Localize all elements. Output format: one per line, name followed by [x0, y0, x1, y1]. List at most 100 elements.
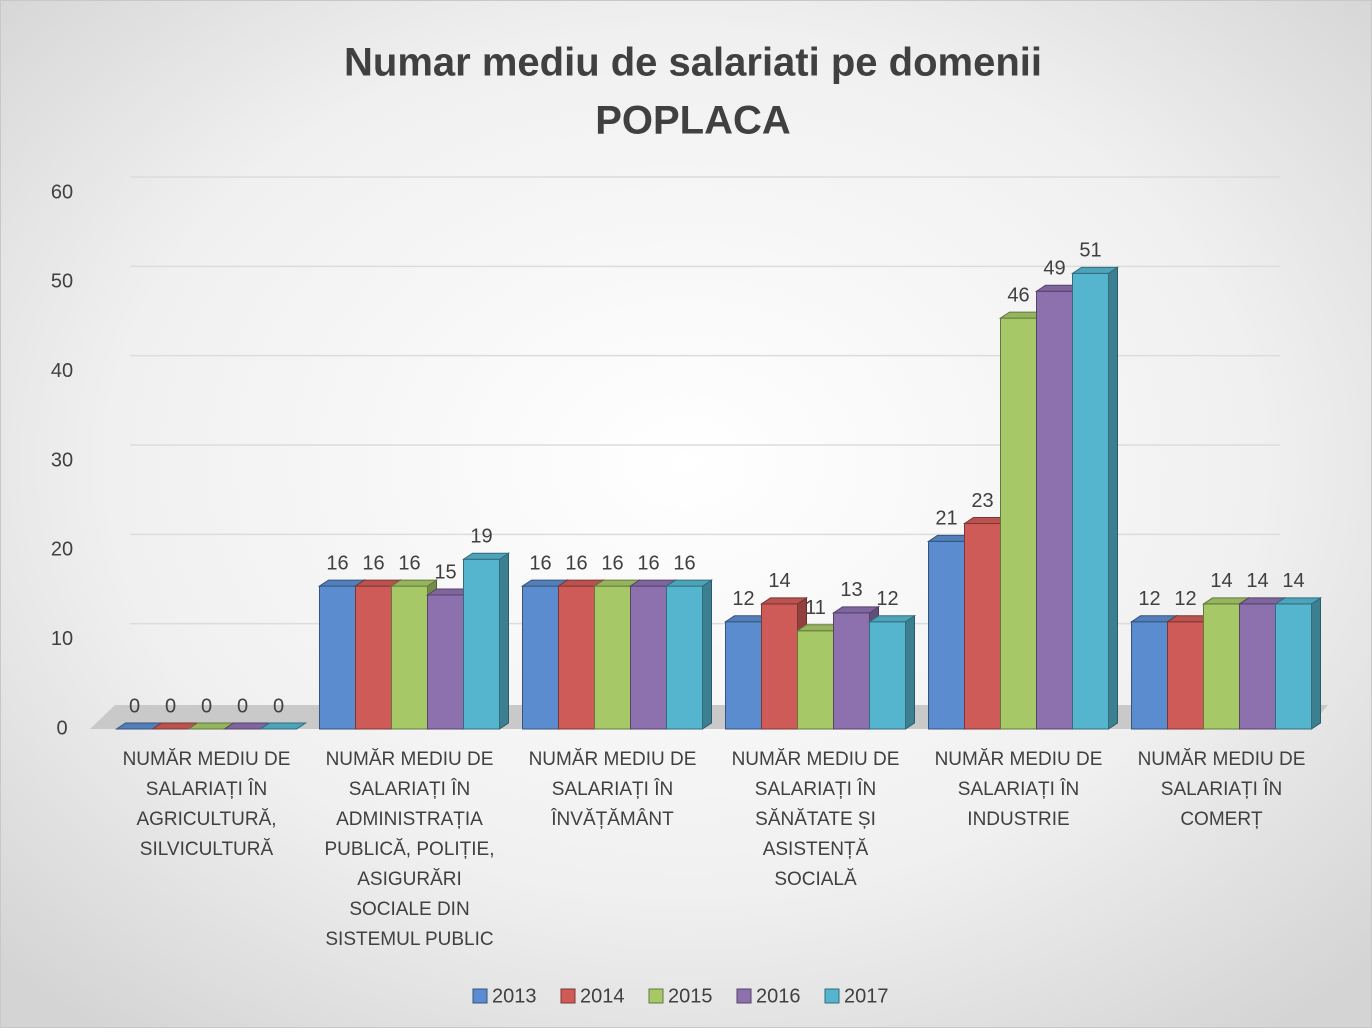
data-label: 23 — [971, 490, 993, 512]
y-tick-label: 40 — [51, 360, 73, 382]
bar-front — [1275, 603, 1312, 730]
bar-side — [1311, 596, 1321, 730]
bar-front — [594, 585, 631, 730]
bar-front — [463, 558, 500, 730]
y-tick-label: 50 — [51, 271, 73, 293]
x-tick-label: ADMINISTRAȚIA — [336, 809, 483, 830]
data-label: 19 — [470, 526, 492, 548]
bar — [664, 579, 714, 730]
data-label: 21 — [935, 508, 957, 530]
data-label: 16 — [673, 552, 695, 574]
bar — [1273, 596, 1323, 730]
data-label: 12 — [1138, 588, 1160, 610]
bar-front — [1000, 317, 1037, 730]
data-label: 0 — [165, 695, 176, 717]
bar-front — [1131, 621, 1168, 730]
x-tick-label: INDUSTRIE — [967, 809, 1069, 830]
bar-top — [258, 722, 308, 730]
y-tick-label: 0 — [56, 717, 67, 739]
y-tick-label: 60 — [51, 181, 73, 203]
bar — [1070, 266, 1120, 730]
data-label: 16 — [362, 552, 384, 574]
data-label: 16 — [637, 552, 659, 574]
x-tick-label: ASISTENȚĂ — [763, 839, 869, 860]
bar-top — [1273, 597, 1323, 605]
data-label: 0 — [129, 695, 140, 717]
bar-top — [461, 552, 511, 560]
x-tick-label: PUBLICĂ, POLIȚIE, — [325, 839, 495, 860]
legend-swatch — [648, 988, 664, 1004]
x-tick-label: NUMĂR MEDIU DE — [935, 749, 1103, 770]
legend-label: 2014 — [580, 985, 625, 1007]
legend-label: 2016 — [756, 985, 801, 1007]
data-label: 14 — [768, 570, 790, 592]
x-tick-label: SOCIALĂ — [774, 869, 857, 890]
x-tick-label: SĂNĂTATE ȘI — [755, 809, 876, 830]
legend-swatch — [472, 988, 488, 1004]
data-label: 14 — [1282, 570, 1304, 592]
legend-label: 2015 — [668, 985, 713, 1007]
bar-front — [355, 585, 392, 730]
bar-front — [630, 585, 667, 730]
x-tick-label: SALARIAȚI ÎN — [755, 778, 876, 800]
data-label: 12 — [876, 588, 898, 610]
bar-side — [499, 552, 509, 730]
bar-front — [928, 540, 965, 730]
y-tick-label: 20 — [51, 539, 73, 561]
bar-front — [319, 585, 356, 730]
chart-title: POPLACA — [595, 99, 791, 143]
x-tick-label: NUMĂR MEDIU DE — [326, 749, 494, 770]
x-tick-label: SILVICULTURĂ — [140, 839, 274, 860]
bar-front — [797, 630, 834, 730]
bar-front — [1167, 621, 1204, 730]
legend-label: 2013 — [492, 985, 537, 1007]
data-label: 11 — [805, 597, 826, 619]
data-label: 14 — [1210, 570, 1232, 592]
bar-side — [702, 579, 712, 730]
legend-swatch — [560, 988, 576, 1004]
data-label: 12 — [732, 588, 754, 610]
bar-front — [869, 621, 906, 730]
chart-title: Numar mediu de salariati pe domenii — [344, 41, 1042, 85]
x-tick-label: NUMĂR MEDIU DE — [1138, 749, 1306, 770]
data-label: 13 — [840, 579, 862, 601]
bar — [867, 614, 917, 730]
data-label: 51 — [1079, 240, 1101, 262]
data-label: 14 — [1246, 570, 1268, 592]
data-label: 16 — [601, 552, 623, 574]
x-tick-label: SOCIALE DIN — [349, 899, 469, 920]
legend-label: 2017 — [844, 985, 889, 1007]
data-label: 16 — [326, 552, 348, 574]
data-label: 16 — [398, 552, 420, 574]
bar — [258, 722, 308, 730]
x-tick-label: COMERȚ — [1180, 809, 1263, 830]
x-tick-label: SALARIAȚI ÎN — [1161, 778, 1282, 800]
bar-front — [666, 585, 703, 730]
bar-top — [867, 615, 917, 623]
x-tick-label: NUMĂR MEDIU DE — [732, 749, 900, 770]
x-tick-label: SISTEMUL PUBLIC — [325, 929, 493, 950]
data-label: 0 — [201, 695, 212, 717]
data-label: 15 — [434, 561, 456, 583]
data-label: 16 — [529, 552, 551, 574]
x-tick-label: NUMĂR MEDIU DE — [123, 749, 291, 770]
bar-front — [1072, 272, 1109, 730]
y-tick-label: 10 — [51, 628, 73, 650]
bar-top — [664, 579, 714, 587]
bar — [831, 605, 881, 730]
data-label: 0 — [273, 695, 284, 717]
data-label: 46 — [1007, 284, 1029, 306]
bar-front — [427, 594, 464, 730]
data-label: 0 — [237, 695, 248, 717]
bar-top — [831, 606, 881, 614]
bar-side — [1108, 266, 1118, 730]
bar-front — [558, 585, 595, 730]
x-tick-label: ÎNVĂȚĂMÂNT — [550, 808, 674, 830]
x-tick-label: ASIGURĂRI — [357, 869, 462, 890]
bar-top — [1070, 266, 1120, 274]
data-label: 12 — [1174, 588, 1196, 610]
bar-front — [522, 585, 559, 730]
bar-front — [761, 603, 798, 730]
y-tick-label: 30 — [51, 449, 73, 471]
